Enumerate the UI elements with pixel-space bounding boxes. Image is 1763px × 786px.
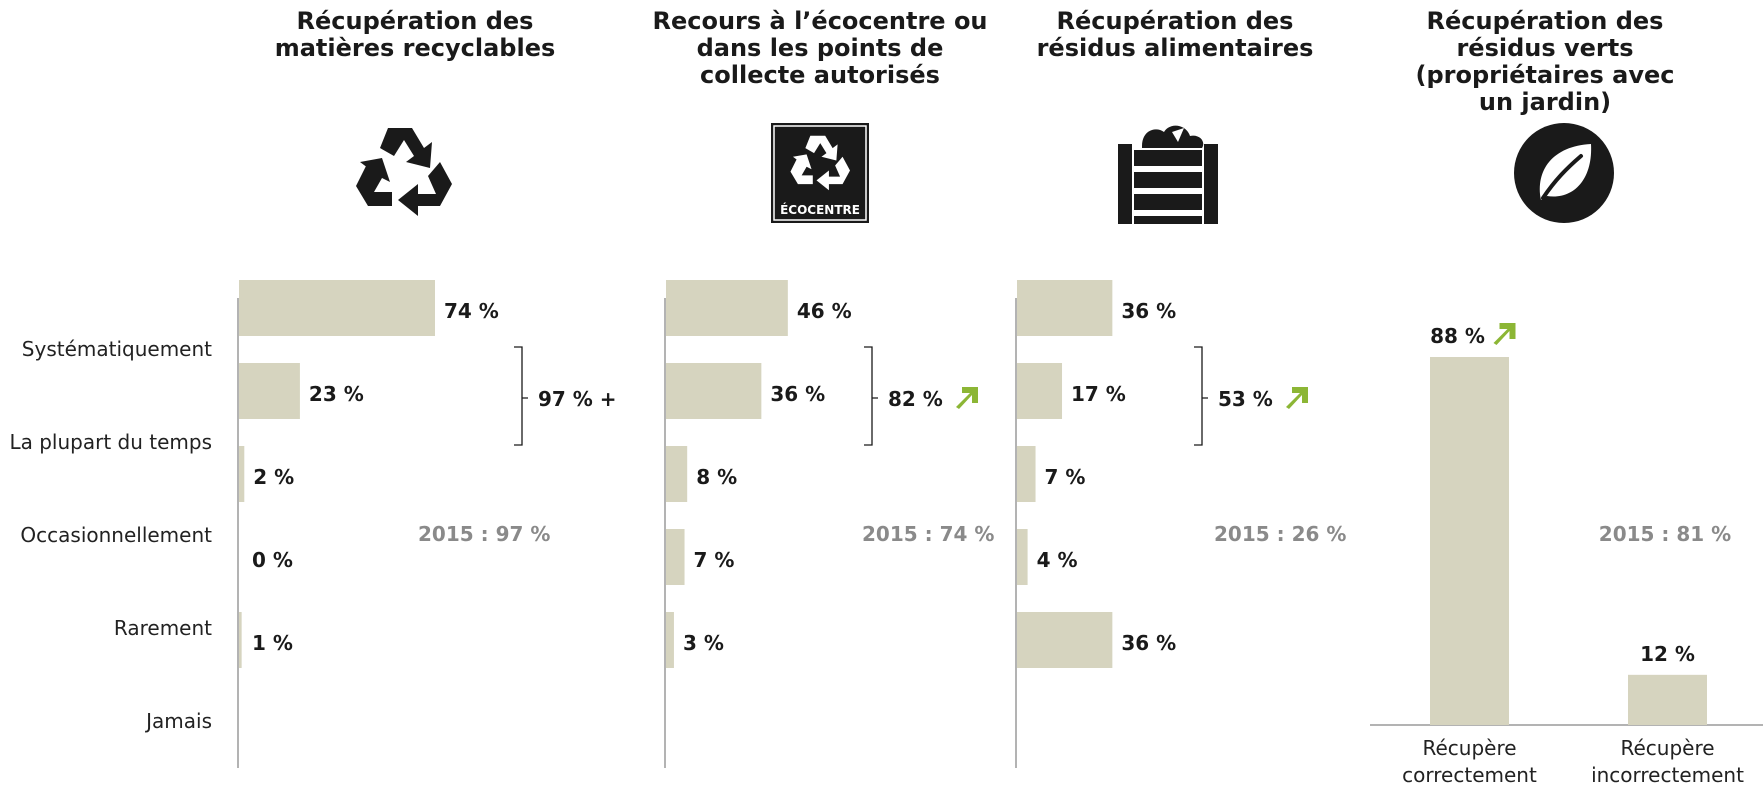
ecocentre-icon: ÉCOCENTRE <box>771 123 869 223</box>
panel-1-value-label-1: 36 % <box>770 382 825 406</box>
category-label-systematically: Systématiquement <box>21 337 212 361</box>
panel-0-bar-2 <box>239 446 245 502</box>
panel-3-category-label-1-line-1: incorrectement <box>1591 763 1744 786</box>
panel-0-previous-year: 2015 : 97 % <box>418 522 550 546</box>
panel-1-bar-1 <box>666 363 762 419</box>
panel-2-trend-up-icon <box>1286 387 1308 409</box>
panel-2-value-label-4: 36 % <box>1121 631 1176 655</box>
panel-2-bar-0 <box>1017 280 1113 336</box>
panel-2-previous-year: 2015 : 26 % <box>1214 522 1346 546</box>
panel-3-previous-year: 2015 : 81 % <box>1599 522 1731 546</box>
panel-1-value-label-2: 8 % <box>696 465 737 489</box>
panel-3-trend-up-icon <box>1493 323 1516 345</box>
panel-2-value-label-1: 17 % <box>1071 382 1126 406</box>
panel-3-value-label-1: 12 % <box>1640 642 1695 666</box>
panel-0-value-label-4: 1 % <box>252 631 293 655</box>
panel-0-bar-1 <box>239 363 300 419</box>
panel-title-ecocentre: Recours à l’écocentre ou dans les points… <box>652 7 988 89</box>
panel-2-bar-4 <box>1017 612 1113 668</box>
panel-2-bar-2 <box>1017 446 1036 502</box>
panel-3-category-label-0-line-1: correctement <box>1402 763 1537 786</box>
panel-1-bracket-label: 82 % <box>888 387 943 411</box>
panel-1-bar-0 <box>666 280 788 336</box>
panel-0-bracket-label: 97 % + <box>538 387 617 411</box>
panel-1-bar-3 <box>666 529 685 585</box>
category-labels: Systématiquement La plupart du temps Occ… <box>0 0 212 786</box>
panel-0-value-label-0: 74 % <box>444 299 499 323</box>
panel-2-value-label-3: 4 % <box>1037 548 1078 572</box>
ecocentre-icon-label: ÉCOCENTRE <box>780 202 860 217</box>
panel-2-value-label-0: 36 % <box>1121 299 1176 323</box>
panel-1-value-label-3: 7 % <box>694 548 735 572</box>
panel-0-bar-4 <box>239 612 242 668</box>
category-label-rarely: Rarement <box>113 616 212 640</box>
panel-3-category-label-0-line-0: Récupère <box>1422 736 1516 760</box>
panel-0-value-label-2: 2 % <box>253 465 294 489</box>
panel-3-column-0 <box>1430 357 1509 725</box>
panel-0-value-label-3: 0 % <box>252 548 293 572</box>
panel-2-value-label-2: 7 % <box>1045 465 1086 489</box>
panel-0-bar-0 <box>239 280 435 336</box>
panel-1-trend-up-icon <box>956 387 978 409</box>
category-label-most-of-the-time: La plupart du temps <box>9 430 212 454</box>
panel-0-value-label-1: 23 % <box>309 382 364 406</box>
panel-1-bar-4 <box>666 612 674 668</box>
panel-2-bar-1 <box>1017 363 1063 419</box>
panel-1-bar-2 <box>666 446 688 502</box>
panel-1-value-label-4: 3 % <box>683 631 724 655</box>
recycling-icon <box>356 128 452 216</box>
panel-3-category-label-1-line-0: Récupère <box>1620 736 1714 760</box>
panel-2-bracket <box>1194 346 1208 446</box>
panel-2-bracket-label: 53 % <box>1218 387 1273 411</box>
panel-title-recyclables: Récupération des matières recyclables <box>274 7 556 62</box>
panel-1-value-label-0: 46 % <box>797 299 852 323</box>
category-label-occasionally: Occasionnellement <box>20 523 212 547</box>
leaf-icon <box>1514 123 1614 223</box>
panel-1-bracket <box>864 346 878 446</box>
panel-1-previous-year: 2015 : 74 % <box>862 522 994 546</box>
panel-title-food-waste: Récupération des résidus alimentaires <box>1036 7 1314 62</box>
panel-2-bar-3 <box>1017 529 1028 585</box>
panel-3-value-label-0: 88 % <box>1430 324 1485 348</box>
category-label-never: Jamais <box>146 709 212 733</box>
panel-title-green-waste: Récupération des résidus verts (propriét… <box>1415 7 1675 116</box>
panel-0-bracket <box>514 346 528 446</box>
compost-bin-icon <box>1118 125 1218 224</box>
panel-3-column-1 <box>1628 674 1707 725</box>
